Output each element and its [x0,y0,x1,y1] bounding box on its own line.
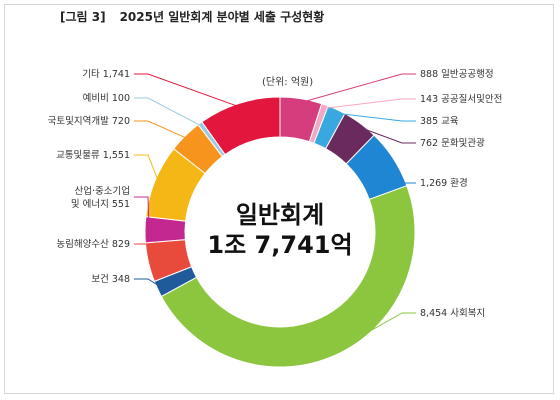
leader-line-10 [134,154,160,183]
leader-line-13 [134,73,241,108]
slice-label-8: 농림해양수산 829 [56,238,130,250]
slice-6 [160,185,416,368]
slice-label-3: 385 교육 [420,116,459,127]
leader-line-7 [134,278,162,288]
leader-line-11 [134,120,189,140]
chart-slices [144,96,416,368]
leader-line-5 [389,160,416,184]
leader-line-6 [333,312,416,352]
leader-line-9 [134,196,150,230]
chart-slice-labels: 888 일반공공행정 143 공공질서및안전 385 교육 762 문화및관광 1,26… [48,68,503,319]
slice-label-12: 예비비 100 [83,93,130,104]
slice-label-9: 산업·중소기업 및 에너지 551 [71,185,130,210]
center-total: 1조 7,741억 [207,231,352,259]
slice-label-4: 762 문화및관광 [420,137,485,149]
leader-line-8 [134,243,153,262]
unit-label: (단위: 억원) [262,75,313,88]
leader-line-1 [300,73,416,104]
slice-13 [201,96,281,156]
figure-title-text: 2025년 일반회계 분야별 세출 구성현황 [119,10,325,24]
slice-label-13: 기타 1,741 [82,69,130,80]
slice-label-7: 보건 348 [91,274,130,285]
slice-label-10: 교통및물류 1,551 [56,149,130,161]
slice-label-5: 1,269 환경 [420,177,468,189]
leader-line-3 [334,112,416,122]
center-title: 일반회계 [236,201,324,229]
leader-line-12 [134,97,203,127]
slice-label-2: 143 공공질서및안전 [420,93,502,105]
leader-line-4 [357,126,416,144]
slice-label-1: 888 일반공공행정 [420,68,494,80]
leader-line-2 [323,98,416,109]
slice-label-6: 8,454 사회복지 [420,308,485,319]
figure-label: [그림 3] [60,10,106,24]
figure-title: [그림 3] 2025년 일반회계 분야별 세출 구성현황 [60,8,338,25]
slice-label-11: 국토및지역개발 720 [48,115,130,127]
chart-leader-lines [134,73,416,352]
